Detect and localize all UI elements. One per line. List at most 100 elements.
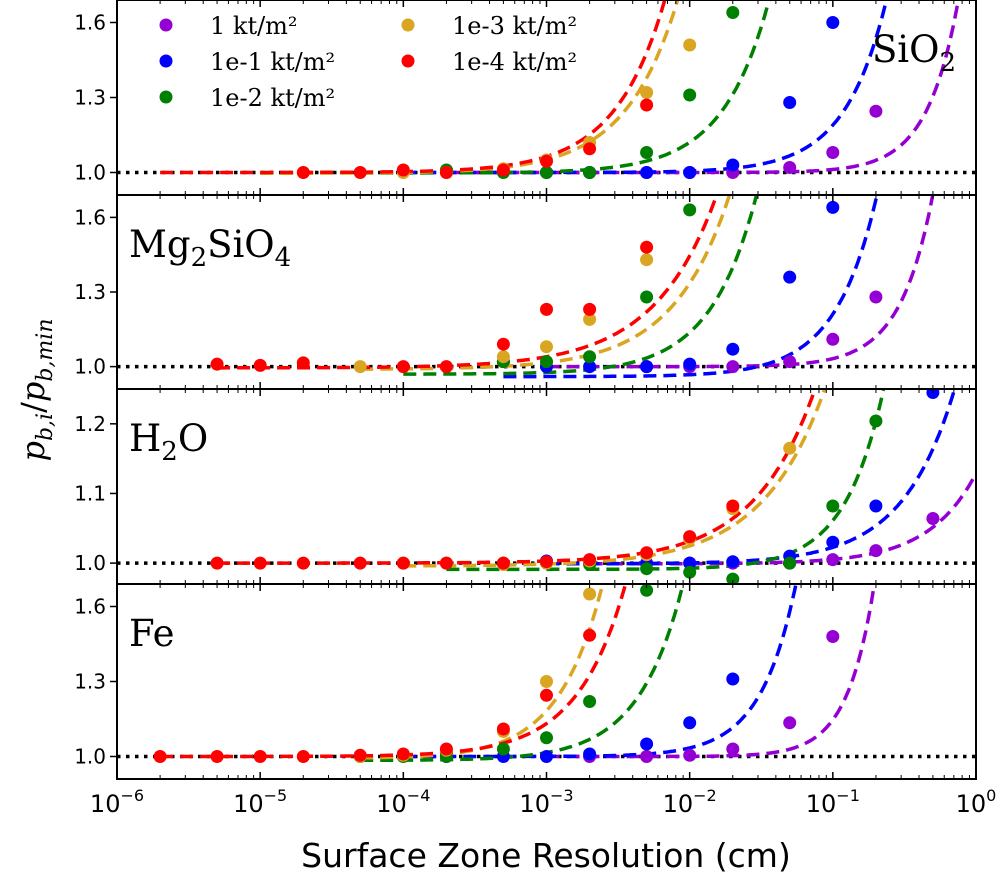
data-point-s1e1 bbox=[726, 555, 740, 569]
x-tick-base: 10 bbox=[519, 790, 550, 818]
legend-marker bbox=[159, 90, 173, 104]
legend-item-s1e4: 1e-4 kt/m² bbox=[401, 48, 577, 76]
panel-label-subscript: 2 bbox=[939, 48, 956, 78]
data-point-s1e2 bbox=[583, 350, 597, 364]
data-point-s1e4 bbox=[439, 166, 453, 179]
panel-label-text: SiO bbox=[207, 223, 275, 266]
data-point-s1e4 bbox=[726, 499, 740, 513]
data-point-s1e1 bbox=[783, 270, 797, 284]
fit-curve-s1e4 bbox=[217, 195, 719, 370]
data-point-s1e4 bbox=[583, 553, 597, 567]
legend-marker bbox=[401, 18, 415, 32]
data-point-s1 bbox=[783, 716, 797, 730]
data-point-s1e3 bbox=[783, 441, 797, 455]
data-point-s1 bbox=[926, 512, 940, 525]
legend-marker bbox=[159, 18, 173, 32]
data-point-s1e4 bbox=[153, 750, 167, 763]
data-point-s1e4 bbox=[396, 556, 410, 570]
fit-curve-s1e4 bbox=[217, 389, 817, 565]
data-point-s1e4 bbox=[496, 722, 510, 736]
data-point-s1e4 bbox=[439, 742, 453, 756]
data-point-s1e3 bbox=[540, 340, 553, 354]
x-axis: 10−6 10−5 10−4 10−3 10−2 10−1 100 bbox=[90, 786, 996, 818]
fit-curve-s1e4 bbox=[160, 0, 667, 175]
fit-curve-s1e2 bbox=[403, 195, 759, 376]
data-point-s1e3 bbox=[640, 253, 654, 267]
data-point-s1e2 bbox=[826, 499, 840, 513]
data-point-s1e4 bbox=[540, 688, 553, 702]
data-point-s1e4 bbox=[210, 357, 224, 371]
data-point-s1e2 bbox=[540, 731, 553, 745]
data-point-s1e4 bbox=[640, 546, 654, 560]
data-point-s1e2 bbox=[683, 88, 697, 102]
data-point-s1e4 bbox=[296, 356, 310, 370]
data-point-s1e3 bbox=[640, 86, 654, 99]
x-tick-label: 100 bbox=[956, 786, 997, 818]
data-point-s1e3 bbox=[353, 360, 367, 374]
x-tick-exponent: 0 bbox=[986, 786, 996, 805]
data-point-s1e2 bbox=[640, 562, 654, 576]
legend-label: 1e-1 kt/m² bbox=[210, 48, 335, 76]
legend-marker bbox=[159, 54, 173, 68]
y-tick-label: 1.6 bbox=[74, 205, 106, 229]
panel-label: H2​O bbox=[129, 417, 208, 467]
data-point-s1 bbox=[826, 146, 840, 159]
data-point-s1e2 bbox=[783, 556, 797, 570]
data-point-s1e1 bbox=[826, 200, 840, 214]
data-point-s1e2 bbox=[726, 6, 740, 19]
data-point-s1e4 bbox=[253, 750, 267, 763]
x-axis-label: Surface Zone Resolution (cm) bbox=[301, 836, 791, 875]
ylabel-sub-bmin: b,min bbox=[33, 318, 58, 381]
panel-label: Fe bbox=[129, 612, 175, 655]
data-point-s1e1 bbox=[683, 357, 697, 371]
data-point-s1e1 bbox=[783, 96, 797, 109]
x-tick-exponent: −2 bbox=[693, 786, 717, 805]
fit-curve-s1e3 bbox=[360, 584, 605, 760]
fit-curve-s1e2 bbox=[446, 389, 886, 572]
data-point-s1e1 bbox=[926, 389, 940, 399]
panel-label-subscript: 2 bbox=[191, 243, 208, 273]
fit-curve-s1e1 bbox=[503, 195, 879, 379]
data-point-s1e4 bbox=[296, 166, 310, 179]
x-tick-exponent: −1 bbox=[836, 786, 860, 805]
data-point-s1e4 bbox=[583, 628, 597, 642]
legend-item-s1: 1 kt/m² bbox=[159, 12, 298, 40]
data-point-s1e4 bbox=[396, 360, 410, 374]
legend-item-s1e1: 1e-1 kt/m² bbox=[159, 48, 335, 76]
data-point-s1e4 bbox=[540, 555, 553, 569]
data-point-s1e4 bbox=[540, 302, 553, 316]
data-point-s1e4 bbox=[640, 98, 654, 112]
y-tick-label: 1.3 bbox=[74, 86, 106, 110]
panel-fe: 1.0 1.3 1.6 Fe bbox=[74, 583, 977, 780]
data-point-s1e4 bbox=[640, 240, 654, 254]
data-point-s1e2 bbox=[726, 572, 740, 584]
x-tick-base: 10 bbox=[663, 790, 694, 818]
x-tick-label: 10−6 bbox=[90, 786, 144, 818]
data-point-s1e1 bbox=[583, 747, 597, 761]
data-point-s1e2 bbox=[496, 742, 510, 756]
y-tick-label: 1.0 bbox=[74, 551, 106, 575]
data-point-s1e4 bbox=[296, 556, 310, 570]
plot-area bbox=[160, 0, 961, 179]
y-tick-label: 1.2 bbox=[74, 412, 106, 436]
x-tick-label: 10−3 bbox=[519, 786, 573, 818]
x-tick-label: 10−5 bbox=[233, 786, 287, 818]
ylabel-p: p bbox=[14, 441, 52, 461]
y-tick-label: 1.3 bbox=[74, 280, 106, 304]
data-point-s1e1 bbox=[640, 360, 654, 374]
data-point-s1e4 bbox=[496, 337, 510, 351]
data-point-s1e3 bbox=[583, 312, 597, 326]
legend-label: 1e-4 kt/m² bbox=[452, 48, 577, 76]
y-tick-label: 1.3 bbox=[74, 670, 106, 694]
data-point-s1e1 bbox=[869, 499, 883, 513]
data-point-s1e2 bbox=[640, 584, 654, 597]
legend-item-s1e2: 1e-2 kt/m² bbox=[159, 84, 335, 112]
data-point-s1 bbox=[826, 553, 840, 567]
data-point-s1e4 bbox=[439, 360, 453, 374]
legend-label: 1 kt/m² bbox=[210, 12, 298, 40]
x-tick-exponent: −6 bbox=[120, 786, 144, 805]
panel-label-text: SiO bbox=[872, 28, 940, 71]
panel-mg2sio4: 1.0 1.3 1.6 Mg2​SiO4​ bbox=[74, 194, 977, 390]
x-tick-base: 10 bbox=[806, 790, 837, 818]
fit-curve-s1e1 bbox=[403, 584, 798, 759]
